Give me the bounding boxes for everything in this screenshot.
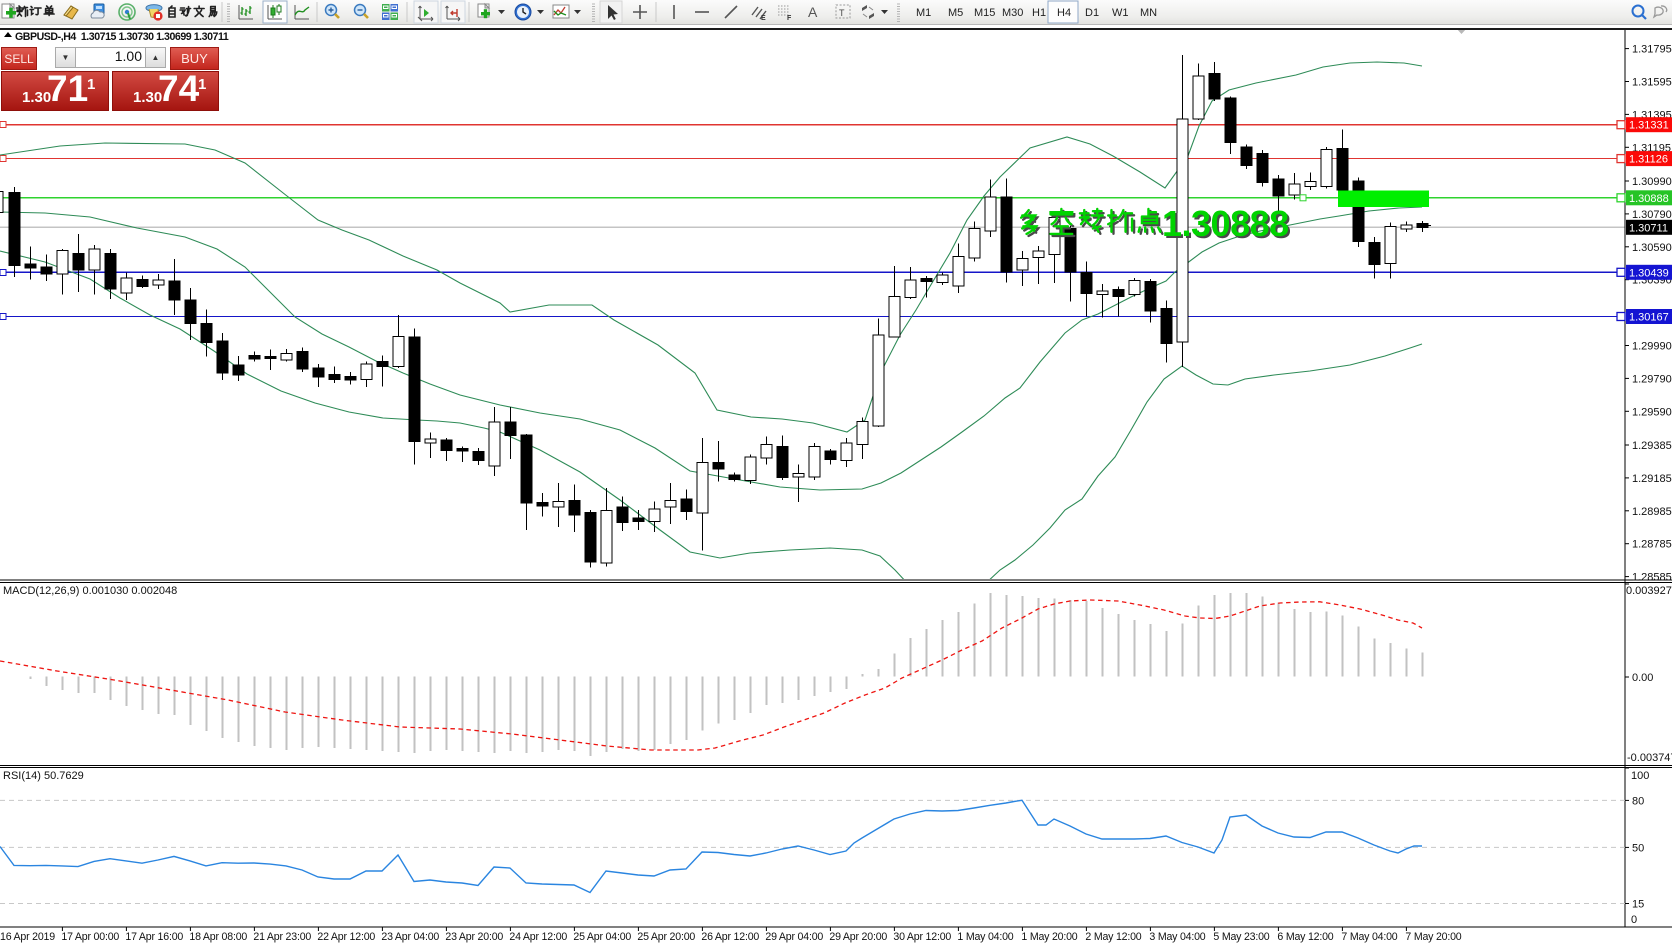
svg-text:T: T	[839, 8, 845, 18]
svg-text:6 May 12:00: 6 May 12:00	[1277, 931, 1333, 943]
svg-text:25 Apr 20:00: 25 Apr 20:00	[637, 931, 695, 943]
svg-text:1.31795: 1.31795	[1632, 44, 1672, 56]
svg-text:1.29590: 1.29590	[1632, 406, 1672, 418]
svg-text:21 Apr 23:00: 21 Apr 23:00	[253, 931, 311, 943]
svg-text:1.31126: 1.31126	[1629, 154, 1668, 166]
svg-text:7 May 20:00: 7 May 20:00	[1405, 931, 1461, 943]
svg-text:22 Apr 12:00: 22 Apr 12:00	[317, 931, 375, 943]
svg-text:1.30590: 1.30590	[1632, 242, 1672, 254]
svg-text:F: F	[787, 15, 792, 22]
svg-text:1.28985: 1.28985	[1632, 506, 1672, 518]
svg-text:1.30990: 1.30990	[1632, 176, 1672, 188]
svg-text:15: 15	[1632, 899, 1644, 911]
svg-text:1.30888: 1.30888	[1162, 203, 1289, 244]
svg-text:7 May 04:00: 7 May 04:00	[1341, 931, 1397, 943]
svg-text:100: 100	[1631, 770, 1649, 782]
svg-text:E: E	[761, 15, 766, 22]
svg-text:23 Apr 20:00: 23 Apr 20:00	[445, 931, 503, 943]
svg-text:H4: H4	[1057, 7, 1071, 19]
svg-text:18 Apr 08:00: 18 Apr 08:00	[189, 931, 247, 943]
svg-text:1 May 04:00: 1 May 04:00	[957, 931, 1013, 943]
svg-text:M1: M1	[916, 7, 931, 19]
svg-text:1.30711: 1.30711	[1629, 222, 1668, 234]
svg-text:1.29790: 1.29790	[1632, 373, 1672, 385]
svg-text:26 Apr 12:00: 26 Apr 12:00	[701, 931, 759, 943]
svg-text:M30: M30	[1002, 7, 1023, 19]
svg-text:1.28585: 1.28585	[1632, 572, 1672, 584]
svg-text:24 Apr 12:00: 24 Apr 12:00	[509, 931, 567, 943]
svg-text:23 Apr 04:00: 23 Apr 04:00	[381, 931, 439, 943]
svg-text:1.29385: 1.29385	[1632, 440, 1672, 452]
svg-text:M5: M5	[948, 7, 963, 19]
svg-text:1.30439: 1.30439	[1629, 267, 1669, 279]
svg-text:30 Apr 12:00: 30 Apr 12:00	[893, 931, 951, 943]
svg-text:17 Apr 16:00: 17 Apr 16:00	[125, 931, 183, 943]
svg-text:GBPUSD-,H4 1.30715 1.30730 1.: GBPUSD-,H4 1.30715 1.30730 1.30699 1.307…	[15, 31, 229, 43]
svg-text:W1: W1	[1112, 7, 1129, 19]
svg-text:16 Apr 2019: 16 Apr 2019	[0, 931, 55, 943]
svg-text:1.28785: 1.28785	[1632, 539, 1672, 551]
svg-text:5 May 23:00: 5 May 23:00	[1213, 931, 1269, 943]
svg-text:50: 50	[1632, 842, 1644, 854]
svg-text:2 May 12:00: 2 May 12:00	[1085, 931, 1141, 943]
svg-text:0.00: 0.00	[1632, 672, 1653, 684]
svg-text:3 May 04:00: 3 May 04:00	[1149, 931, 1205, 943]
svg-text:1.30790: 1.30790	[1632, 209, 1672, 221]
svg-text:0.003927: 0.003927	[1626, 585, 1672, 597]
svg-text:29 Apr 20:00: 29 Apr 20:00	[829, 931, 887, 943]
svg-text:-0.003747: -0.003747	[1627, 752, 1672, 764]
svg-text:1.31331: 1.31331	[1629, 120, 1669, 132]
svg-text:0: 0	[1631, 914, 1637, 926]
svg-text:A: A	[808, 4, 818, 20]
svg-text:1.29185: 1.29185	[1632, 473, 1672, 485]
svg-text:29 Apr 04:00: 29 Apr 04:00	[765, 931, 823, 943]
svg-text:1.31595: 1.31595	[1632, 77, 1672, 89]
svg-text:M15: M15	[974, 7, 995, 19]
svg-text:D1: D1	[1085, 7, 1099, 19]
svg-text:MACD(12,26,9) 0.001030 0.00204: MACD(12,26,9) 0.001030 0.002048	[3, 585, 177, 597]
svg-text:RSI(14) 50.7629: RSI(14) 50.7629	[3, 770, 84, 782]
svg-text:25 Apr 04:00: 25 Apr 04:00	[573, 931, 631, 943]
svg-text:17 Apr 00:00: 17 Apr 00:00	[61, 931, 119, 943]
svg-text:1.30888: 1.30888	[1164, 205, 1291, 246]
svg-text:1.30888: 1.30888	[1629, 193, 1669, 205]
svg-text:1.29990: 1.29990	[1632, 341, 1672, 353]
svg-text:H1: H1	[1032, 7, 1046, 19]
svg-text:MN: MN	[1140, 7, 1157, 19]
svg-text:80: 80	[1632, 795, 1644, 807]
svg-text:1 May 20:00: 1 May 20:00	[1021, 931, 1077, 943]
svg-text:1.30167: 1.30167	[1629, 312, 1669, 324]
